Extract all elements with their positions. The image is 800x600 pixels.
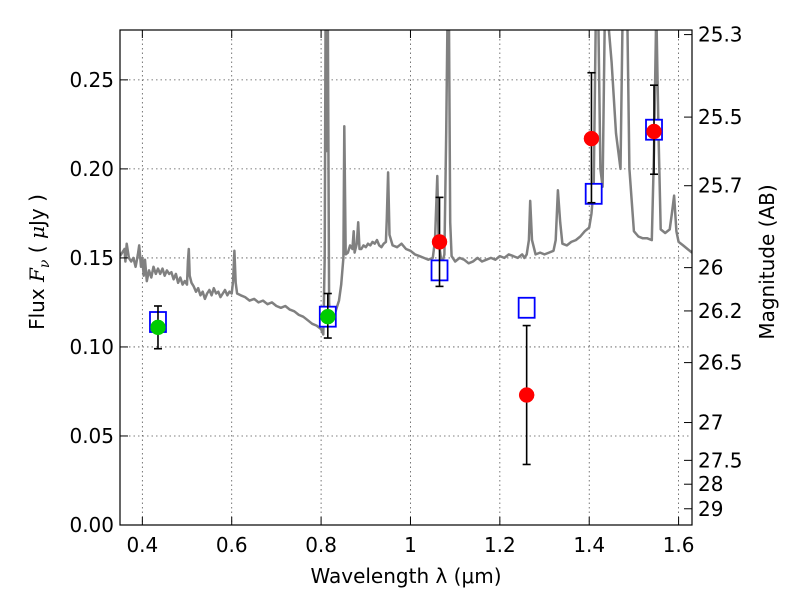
right-tick-label: 25.5 (698, 105, 743, 129)
y-axis-label-nu: ν (37, 259, 53, 268)
right-tick-label: 27.5 (698, 448, 743, 472)
x-tick-label: 0.6 (216, 533, 248, 557)
y-tick-label: 0.15 (69, 246, 114, 270)
right-tick-label: 25.3 (698, 23, 743, 47)
right-tick-label: 29 (698, 497, 723, 521)
data-points-layer (149, 71, 663, 466)
green-flux-point (150, 319, 166, 336)
right-tick-label: 25.7 (698, 174, 743, 198)
model-spectrum-layer (120, 30, 692, 336)
right-tick-label: 26.2 (698, 299, 743, 323)
red-flux-point (583, 130, 600, 147)
red-flux-point (431, 234, 448, 250)
model-flux-square (517, 296, 536, 319)
right-axis-label: Magnitude (AB) (755, 184, 779, 339)
x-tick-label: 1 (404, 533, 417, 557)
x-tick-label: 1.4 (573, 533, 605, 557)
red-flux-point (518, 387, 535, 403)
y-tick-label: 0.10 (69, 335, 114, 359)
y-tick-label: 0.25 (69, 68, 114, 92)
x-tick-label: 0.8 (305, 533, 337, 557)
y-axis-label-mu: μ (25, 226, 49, 239)
green-flux-point (320, 308, 336, 325)
right-tick-label: 26 (698, 256, 723, 280)
plot-frame (119, 29, 693, 526)
y-axis-label-part: Flux (25, 282, 49, 330)
y-tick-label: 0.05 (69, 424, 114, 448)
y-axis-label-unit: Jy ) (25, 194, 49, 228)
red-flux-point (646, 123, 662, 140)
right-tick-label: 26.5 (698, 351, 743, 375)
ticks-layer: 0.4 0.6 0.8 1 1.2 1.4 1.6 0.00 0.05 0.10 0.15 0.20 0… (69, 23, 742, 557)
right-tick-label: 27 (698, 411, 723, 435)
y-axis-label: Flux Fν ( μJy ) (25, 194, 53, 330)
y-axis-label-paren: ( (25, 239, 49, 260)
x-tick-label: 1.2 (484, 533, 516, 557)
y-tick-label: 0.20 (69, 157, 114, 181)
model-spectrum-line (120, 30, 692, 336)
y-axis-label-f: F (25, 267, 49, 283)
x-axis-label: Wavelength λ (μm) (310, 564, 501, 588)
y-tick-label: 0.00 (69, 513, 114, 537)
model-flux-square (584, 182, 603, 205)
x-tick-label: 0.4 (126, 533, 158, 557)
x-tick-label: 1.6 (663, 533, 695, 557)
right-tick-label: 28 (698, 472, 723, 496)
